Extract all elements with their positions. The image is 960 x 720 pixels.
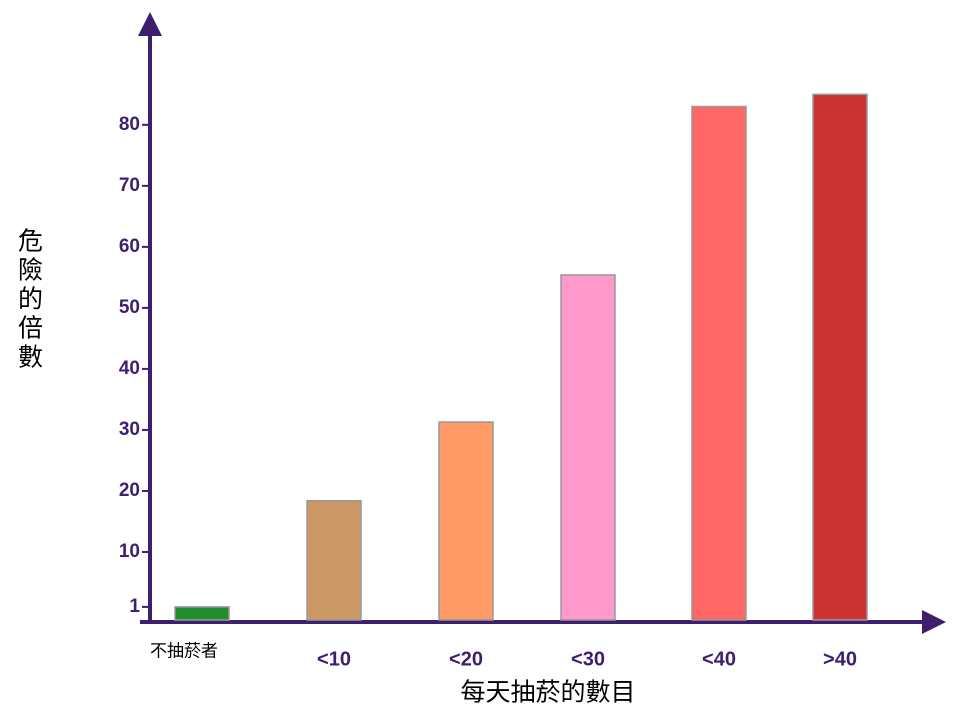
bar bbox=[560, 274, 616, 621]
y-axis-arrow bbox=[138, 12, 162, 36]
bar bbox=[812, 93, 868, 621]
x-tick-label: >40 bbox=[823, 648, 857, 670]
y-tick-label: 80 bbox=[119, 114, 140, 135]
x-axis-arrow bbox=[922, 610, 946, 634]
y-tick-label: 60 bbox=[119, 236, 140, 257]
bar bbox=[691, 105, 747, 621]
bar bbox=[174, 606, 230, 621]
x-tick-label: <20 bbox=[449, 648, 483, 670]
y-tick-label: 50 bbox=[119, 297, 140, 318]
y-tick-label: 70 bbox=[119, 175, 140, 196]
x-tick-label: 不抽菸者 bbox=[150, 642, 218, 662]
bar bbox=[438, 421, 494, 621]
y-tick-label: 10 bbox=[119, 541, 140, 562]
y-axis-title: 危險的倍數 bbox=[15, 228, 44, 373]
x-tick-label: <10 bbox=[317, 648, 351, 670]
x-tick-label: <40 bbox=[702, 648, 736, 670]
bar bbox=[306, 499, 362, 621]
x-tick-label: <30 bbox=[571, 648, 605, 670]
y-tick-label: 30 bbox=[119, 419, 140, 440]
y-tick-label: 1 bbox=[129, 596, 140, 617]
y-tick-label: 40 bbox=[119, 358, 140, 379]
y-tick-label: 20 bbox=[119, 480, 140, 501]
x-axis-title: 每天抽菸的數目 bbox=[460, 678, 635, 707]
